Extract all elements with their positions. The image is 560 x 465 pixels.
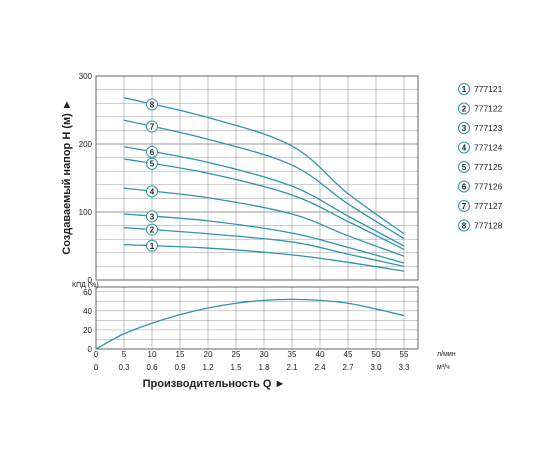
x-tick-label-m3h: 2.1	[286, 363, 298, 372]
x-tick-label-lmin: 50	[372, 350, 381, 359]
efficiency-axis-label: КПД (%)	[72, 282, 99, 289]
efficiency-y-tick-label: 40	[83, 307, 92, 316]
efficiency-y-tick-label: 0	[88, 345, 93, 354]
efficiency-curve	[95, 298, 405, 350]
legend-marker-6	[458, 180, 470, 193]
head-y-tick-label: 0	[88, 276, 93, 285]
curve-marker-label-6: 6	[150, 148, 155, 157]
curve-marker-label-1: 1	[150, 242, 155, 251]
head-plot-frame	[95, 75, 419, 281]
curve-marker-3	[146, 210, 158, 223]
x-tick-label-m3h: 1.2	[202, 363, 214, 372]
legend-marker-label-6: 6	[462, 183, 467, 192]
legend-entry-6: 777126	[474, 182, 503, 192]
x-tick-label-lmin: 15	[176, 350, 185, 359]
legend-marker-8	[458, 219, 470, 232]
x-axis-title: Производительность Q ►	[143, 378, 286, 390]
legend-marker-label-5: 5	[462, 163, 467, 172]
legend-entry-3: 777123	[474, 123, 503, 133]
curve-marker-4	[146, 185, 158, 198]
head-y-tick-label: 200	[79, 140, 93, 149]
head-curve-1	[123, 243, 405, 272]
legend-marker-label-7: 7	[462, 202, 467, 211]
legend-entry-7: 777127	[474, 201, 503, 211]
legend-marker-label-2: 2	[462, 105, 467, 114]
legend-marker-3	[458, 122, 470, 134]
x-tick-label-lmin: 5	[122, 350, 127, 359]
legend-entry-4: 777124	[474, 143, 503, 153]
head-curve-3	[123, 213, 405, 264]
curve-marker-label-2: 2	[150, 226, 155, 235]
x-tick-label-lmin: 0	[94, 350, 99, 359]
x-tick-label-m3h: 0	[94, 363, 99, 372]
curve-marker-7	[146, 120, 158, 133]
curve-marker-label-8: 8	[150, 100, 155, 109]
legend-entry-1: 777121	[474, 84, 503, 94]
head-axis-title: Создаваемый напор Н (м) ►	[61, 99, 73, 254]
x-tick-label-m3h: 1.5	[230, 363, 242, 372]
x-tick-label-lmin: 40	[316, 350, 325, 359]
curve-marker-5	[146, 157, 158, 170]
head-curve-4	[123, 187, 405, 257]
legend-marker-label-4: 4	[462, 144, 467, 153]
x-tick-label-lmin: 30	[260, 350, 269, 359]
x-tick-label-lmin: 45	[344, 350, 353, 359]
curve-marker-label-7: 7	[150, 123, 155, 132]
curve-marker-label-4: 4	[150, 187, 155, 196]
legend-marker-label-1: 1	[462, 85, 467, 94]
head-curve-6	[123, 146, 405, 247]
efficiency-y-tick-label: 20	[83, 326, 92, 335]
x-tick-label-m3h: 0.6	[146, 363, 158, 372]
legend-entry-8: 777128	[474, 221, 503, 231]
legend-entry-5: 777125	[474, 162, 503, 172]
x-tick-label-lmin: 25	[232, 350, 241, 359]
x-tick-label-m3h: 2.7	[342, 363, 354, 372]
head-y-tick-label: 100	[79, 208, 93, 217]
legend-marker-5	[458, 161, 470, 173]
curve-marker-8	[146, 98, 158, 111]
x-tick-label-lmin: 55	[400, 350, 409, 359]
x-tick-label-lmin: 20	[204, 350, 213, 359]
legend-entry-2: 777122	[474, 104, 503, 114]
x-tick-label-m3h: 3.0	[370, 363, 382, 372]
efficiency-y-tick-label: 60	[83, 288, 92, 297]
x-tick-label-m3h: 0.3	[118, 363, 130, 372]
legend-marker-1	[458, 83, 470, 95]
head-curve-8	[123, 97, 405, 235]
x-tick-label-lmin: 35	[288, 350, 297, 359]
x-tick-label-m3h: 2.4	[314, 363, 326, 372]
efficiency-plot-frame	[95, 286, 419, 350]
legend-marker-2	[458, 102, 470, 115]
legend-marker-4	[458, 141, 470, 154]
curve-marker-label-3: 3	[150, 212, 155, 221]
head-curve-5	[123, 158, 405, 250]
head-curve-2	[123, 226, 405, 268]
curve-marker-label-5: 5	[150, 160, 155, 169]
x-tick-label-m3h: 3.3	[398, 363, 410, 372]
x-tick-label-lmin: 10	[148, 350, 157, 359]
curve-marker-2	[146, 223, 158, 236]
head-curve-7	[123, 119, 405, 240]
legend-marker-label-8: 8	[462, 222, 467, 231]
curve-marker-6	[146, 145, 158, 158]
head-y-tick-label: 300	[79, 72, 93, 81]
x-tick-label-m3h: 0.9	[174, 363, 186, 372]
x-tick-label-m3h: 1.8	[258, 363, 270, 372]
legend-marker-label-3: 3	[462, 124, 467, 133]
legend-marker-7	[458, 200, 470, 212]
x-unit-liters-per-minute: л/мин	[437, 351, 456, 358]
x-unit-cubic-meters-per-hour: м³/ч	[437, 364, 450, 371]
curve-marker-1	[146, 239, 158, 252]
